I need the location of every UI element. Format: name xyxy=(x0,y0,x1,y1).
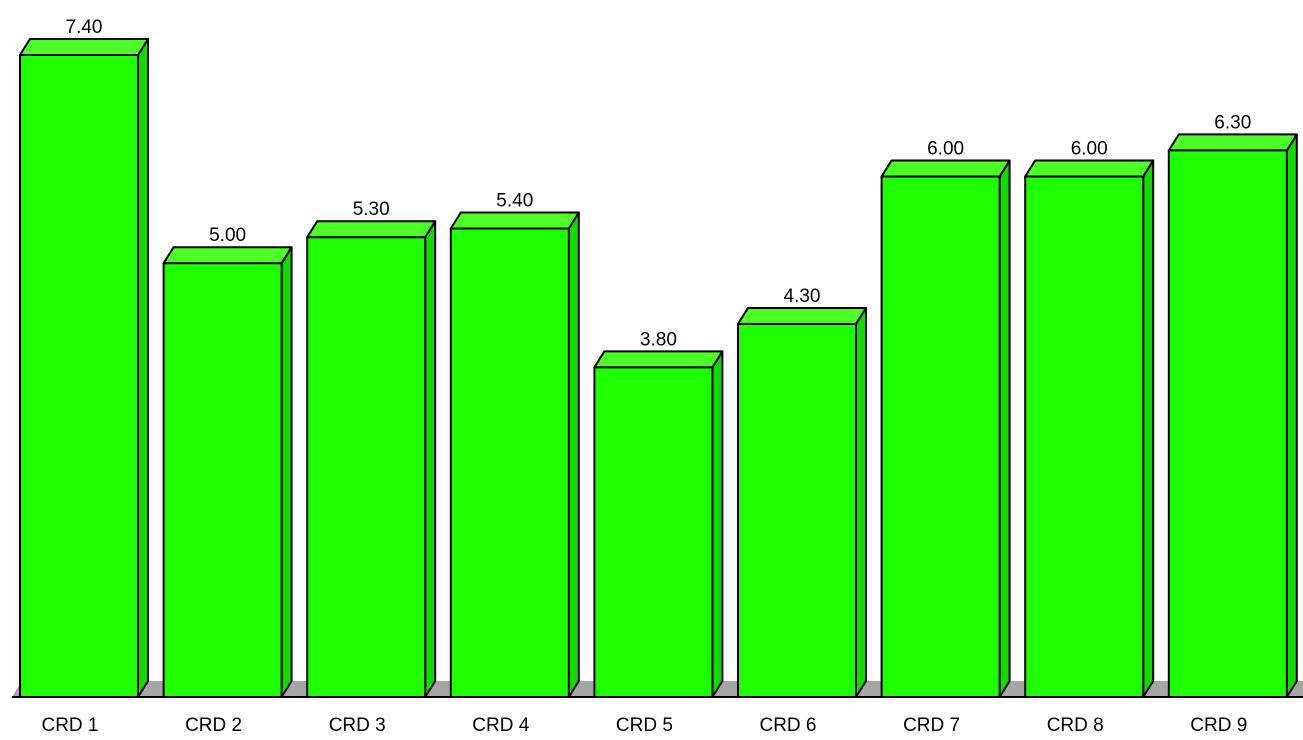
bar-side-face xyxy=(280,246,293,698)
bar-top-face xyxy=(19,38,149,56)
data-labels: 7.40 5.00 5.30 5.40 3.80 4.30 6.00 6.00 6.30 xyxy=(66,17,1252,350)
data-label: 6.00 xyxy=(927,138,964,159)
bar xyxy=(880,159,1011,698)
bar-side-face xyxy=(1285,133,1298,698)
bar-top-face xyxy=(449,211,580,230)
bars xyxy=(19,38,1298,699)
x-tick-label: CRD 2 xyxy=(185,715,242,736)
bar-front-face xyxy=(162,262,283,698)
bar-side-face xyxy=(137,38,149,698)
data-label: 3.80 xyxy=(640,329,677,350)
data-label: 5.00 xyxy=(209,225,246,246)
data-label: 5.30 xyxy=(353,199,390,220)
bar xyxy=(1167,133,1298,698)
bar-front-face xyxy=(737,322,857,698)
data-label: 7.40 xyxy=(66,17,103,38)
bar xyxy=(306,220,437,699)
bar-side-face xyxy=(424,220,437,698)
bar-front-face xyxy=(593,366,714,698)
data-label: 5.40 xyxy=(496,191,533,212)
x-tick-label: CRD 3 xyxy=(329,715,386,736)
bar xyxy=(162,246,293,698)
bar-front-face xyxy=(880,175,1001,698)
bar-top-face xyxy=(737,306,867,325)
bar-top-face xyxy=(162,246,293,265)
bar xyxy=(19,38,149,698)
x-tick-label: CRD 6 xyxy=(759,715,816,736)
bar-front-face xyxy=(306,236,427,699)
bar-side-face xyxy=(567,211,580,698)
bar xyxy=(593,350,724,698)
bar-top-face xyxy=(880,159,1011,178)
bar-top-face xyxy=(1167,133,1298,152)
data-label: 4.30 xyxy=(784,286,821,307)
data-label: 6.00 xyxy=(1071,138,1108,159)
bar-side-face xyxy=(998,159,1011,698)
bar-top-face xyxy=(1024,159,1155,178)
x-axis-tick-labels: CRD 1 CRD 2 CRD 3 CRD 4 CRD 5 CRD 6 CRD 7 CRD 8… xyxy=(41,715,1247,736)
bar-side-face xyxy=(1142,159,1155,698)
x-tick-label: CRD 5 xyxy=(616,715,673,736)
x-tick-label: CRD 4 xyxy=(472,715,529,736)
bar-top-face xyxy=(306,220,437,239)
bar-front-face xyxy=(1167,149,1288,698)
bar xyxy=(1024,159,1155,698)
bar-front-face xyxy=(19,54,139,698)
bar-side-face xyxy=(855,306,867,698)
bar xyxy=(737,306,867,698)
x-tick-label: CRD 1 xyxy=(41,715,98,736)
data-label: 6.30 xyxy=(1214,112,1251,133)
bar-front-face xyxy=(1024,175,1145,698)
bar-side-face xyxy=(711,350,724,698)
x-tick-label: CRD 8 xyxy=(1047,715,1104,736)
bar-front-face xyxy=(449,227,570,698)
x-tick-label: CRD 9 xyxy=(1190,715,1247,736)
bar xyxy=(449,211,580,698)
bar-top-face xyxy=(593,350,724,369)
x-tick-label: CRD 7 xyxy=(903,715,960,736)
